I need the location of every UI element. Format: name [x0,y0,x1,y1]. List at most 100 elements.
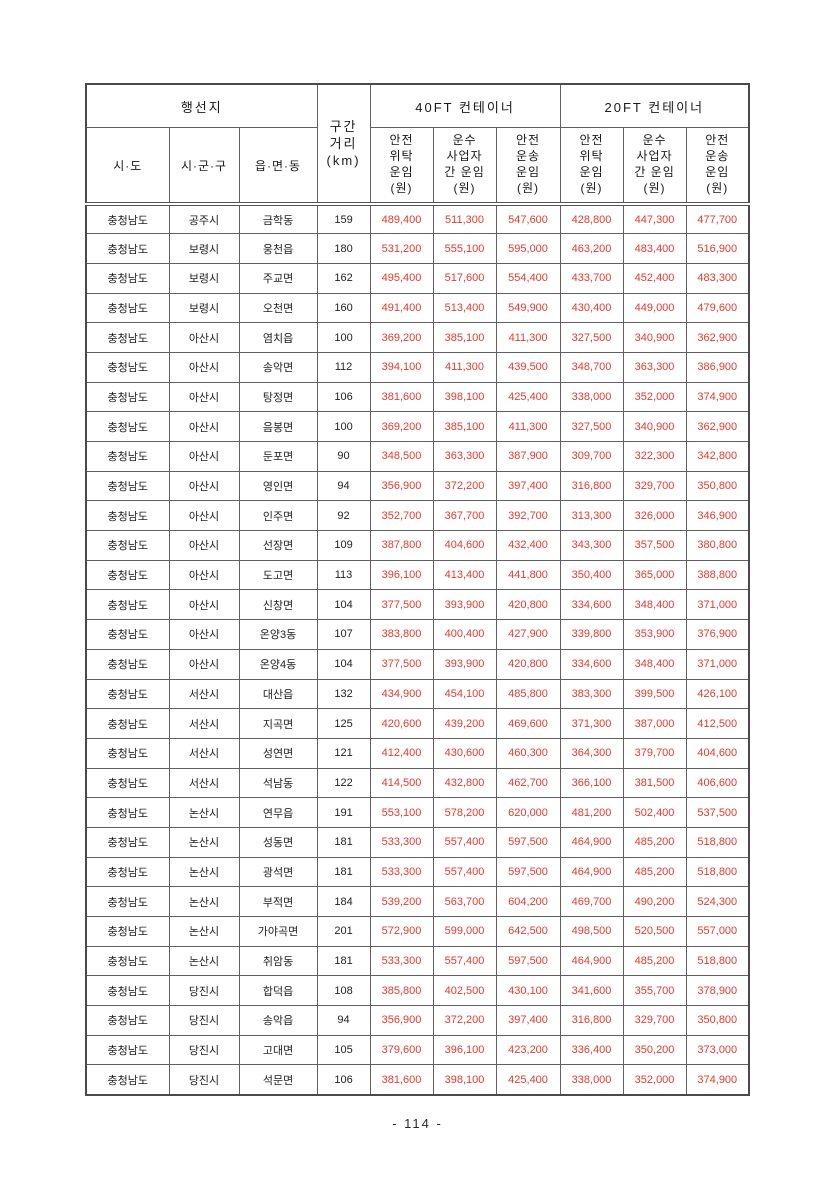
cell-sido: 충청남도 [85,945,170,977]
cell-distance: 90 [316,441,371,472]
cell-sido: 충청남도 [85,559,170,591]
cell-20ft-safe-transport-fare: 373,000 [685,1034,750,1066]
cell-20ft-safe-transport-fare: 479,600 [685,292,750,324]
cell-sigungu: 아산시 [168,559,240,591]
table-row: 충청남도 아산시 탕정면 106 381,600 398,100 425,400 338,00… [85,381,750,413]
cell-40ft-safe-consignment-fare: 348,500 [369,441,434,472]
cell-20ft-safe-transport-fare: 376,900 [685,619,750,650]
cell-sido: 충청남도 [85,1034,170,1066]
cell-40ft-safe-transport-fare: 392,700 [495,500,561,532]
cell-distance: 106 [316,1064,371,1096]
cell-40ft-safe-transport-fare: 620,000 [495,797,561,828]
cell-eupmyeondong: 광석면 [238,856,318,888]
cell-sigungu: 논산시 [168,916,240,947]
cell-40ft-safe-transport-fare: 397,400 [495,470,561,502]
cell-40ft-inter-carrier-fare: 578,200 [432,797,497,828]
cell-40ft-safe-transport-fare: 411,300 [495,411,561,442]
cell-20ft-safe-consignment-fare: 316,800 [559,470,624,502]
table-row: 충청남도 서산시 지곡면 125 420,600 439,200 469,600 371,30… [85,708,750,739]
cell-20ft-safe-transport-fare: 362,900 [685,322,750,353]
table-row: 충청남도 서산시 대산읍 132 434,900 454,100 485,800 383,30… [85,678,750,710]
cell-40ft-inter-carrier-fare: 454,100 [432,678,497,710]
cell-20ft-safe-transport-fare: 350,800 [685,470,750,502]
cell-20ft-inter-carrier-fare: 490,200 [622,886,687,917]
cell-40ft-safe-consignment-fare: 434,900 [369,678,434,710]
cell-sido: 충청남도 [85,1005,170,1036]
cell-40ft-safe-transport-fare: 549,900 [495,292,561,324]
cell-eupmyeondong: 영인면 [238,470,318,502]
cell-sigungu: 서산시 [168,708,240,739]
cell-sido: 충청남도 [85,351,170,383]
cell-40ft-inter-carrier-fare: 385,100 [432,322,497,353]
cell-40ft-inter-carrier-fare: 513,400 [432,292,497,324]
header-sub-row: 시·도 시·군·구 읍·면·동 안전 위탁 운임 (원) 운수 사업자 간 운임… [85,127,750,206]
page-number: - 114 - [392,1116,443,1131]
table-row: 충청남도 논산시 부적면 184 539,200 563,700 604,200 469,70… [85,886,750,917]
cell-40ft-safe-transport-fare: 420,800 [495,589,561,621]
table-row: 충청남도 서산시 석남동 122 414,500 432,800 462,700 366,10… [85,767,750,799]
cell-sido: 충청남도 [85,322,170,353]
cell-sido: 충청남도 [85,233,170,264]
header-distance: 구간 거리 (km) [316,83,371,206]
cell-distance: 112 [316,351,371,383]
cell-eupmyeondong: 온양4동 [238,648,318,680]
cell-20ft-safe-consignment-fare: 498,500 [559,916,624,947]
cell-eupmyeondong: 둔포면 [238,441,318,472]
cell-40ft-safe-consignment-fare: 356,900 [369,1005,434,1036]
table-row: 충청남도 서산시 성연면 121 412,400 430,600 460,300 364,30… [85,737,750,769]
cell-20ft-safe-consignment-fare: 364,300 [559,737,624,769]
cell-20ft-safe-transport-fare: 516,900 [685,233,750,264]
cell-20ft-safe-transport-fare: 371,000 [685,648,750,680]
cell-20ft-safe-consignment-fare: 481,200 [559,797,624,828]
cell-20ft-inter-carrier-fare: 352,000 [622,381,687,413]
header-40ft-inter-carrier-fare: 운수 사업자 간 운임 (원) [432,127,497,206]
cell-20ft-safe-consignment-fare: 464,900 [559,945,624,977]
cell-distance: 109 [316,530,371,561]
cell-sigungu: 아산시 [168,381,240,413]
cell-distance: 162 [316,262,371,294]
cell-20ft-safe-transport-fare: 412,500 [685,708,750,739]
header-20ft-safe-consignment-fare: 안전 위탁 운임 (원) [559,127,624,206]
cell-eupmyeondong: 송악읍 [238,1005,318,1036]
cell-40ft-safe-consignment-fare: 377,500 [369,589,434,621]
cell-40ft-inter-carrier-fare: 372,200 [432,1005,497,1036]
header-eupmyeondong: 읍·면·동 [238,127,318,206]
cell-20ft-safe-transport-fare: 386,900 [685,351,750,383]
cell-sido: 충청남도 [85,648,170,680]
cell-20ft-safe-consignment-fare: 327,500 [559,322,624,353]
cell-40ft-safe-consignment-fare: 369,200 [369,322,434,353]
cell-20ft-safe-consignment-fare: 336,400 [559,1034,624,1066]
cell-distance: 184 [316,886,371,917]
cell-eupmyeondong: 주교면 [238,262,318,294]
cell-eupmyeondong: 석남동 [238,767,318,799]
cell-40ft-safe-consignment-fare: 495,400 [369,262,434,294]
cell-distance: 94 [316,470,371,502]
cell-20ft-inter-carrier-fare: 340,900 [622,411,687,442]
cell-20ft-safe-consignment-fare: 430,400 [559,292,624,324]
cell-20ft-safe-transport-fare: 537,500 [685,797,750,828]
cell-40ft-safe-transport-fare: 397,400 [495,1005,561,1036]
table-row: 충청남도 아산시 염치읍 100 369,200 385,100 411,300 327,50… [85,322,750,353]
cell-40ft-inter-carrier-fare: 402,500 [432,975,497,1007]
cell-eupmyeondong: 합덕읍 [238,975,318,1007]
cell-40ft-safe-transport-fare: 597,500 [495,856,561,888]
cell-20ft-inter-carrier-fare: 350,200 [622,1034,687,1066]
header-40ft-safe-transport-fare: 안전 운송 운임 (원) [495,127,561,206]
cell-40ft-safe-transport-fare: 441,800 [495,559,561,591]
cell-sido: 충청남도 [85,767,170,799]
table-header: 행선지 구간 거리 (km) 40FT 컨테이너 20FT 컨테이너 시·도 시… [85,83,750,206]
cell-20ft-inter-carrier-fare: 329,700 [622,470,687,502]
cell-20ft-safe-consignment-fare: 371,300 [559,708,624,739]
cell-distance: 201 [316,916,371,947]
cell-20ft-safe-transport-fare: 342,800 [685,441,750,472]
cell-sido: 충청남도 [85,619,170,650]
cell-eupmyeondong: 부적면 [238,886,318,917]
table-body: 충청남도 공주시 금학동 159 489,400 511,300 547,600 428,80… [85,203,750,1096]
cell-40ft-inter-carrier-fare: 385,100 [432,411,497,442]
cell-40ft-safe-consignment-fare: 383,800 [369,619,434,650]
cell-sigungu: 보령시 [168,292,240,324]
cell-eupmyeondong: 인주면 [238,500,318,532]
cell-40ft-inter-carrier-fare: 439,200 [432,708,497,739]
cell-20ft-safe-consignment-fare: 309,700 [559,441,624,472]
cell-sido: 충청남도 [85,975,170,1007]
